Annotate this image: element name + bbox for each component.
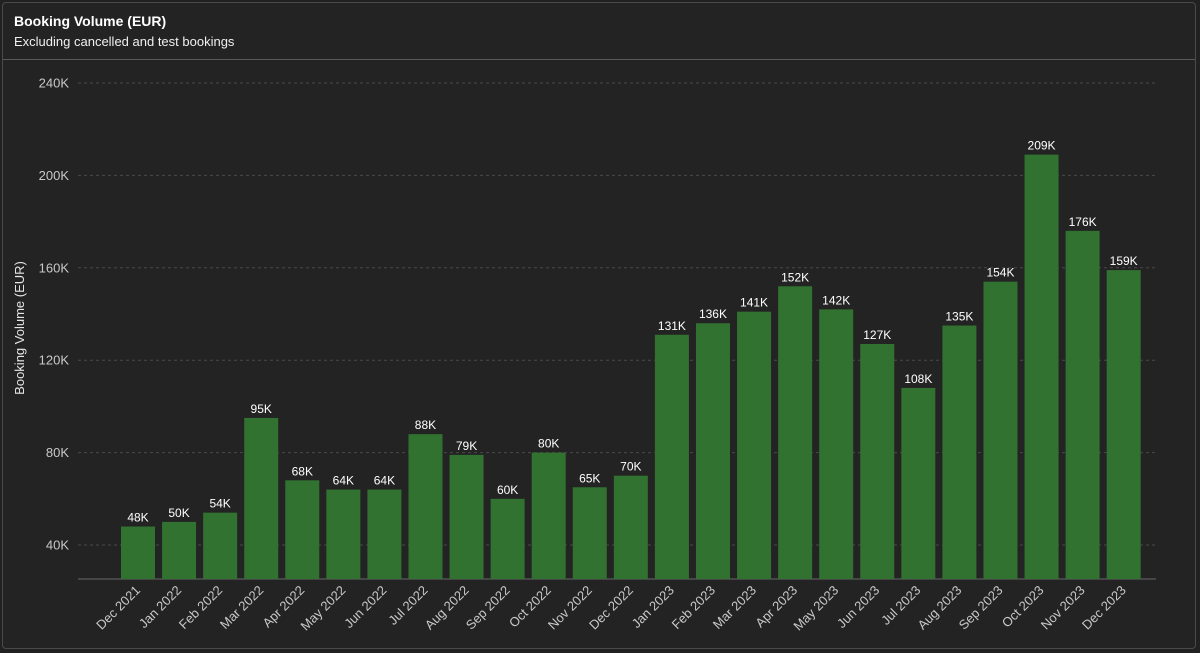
bar — [819, 309, 854, 579]
chart-subtitle: Excluding cancelled and test bookings — [14, 34, 235, 49]
data-label: 60K — [497, 483, 518, 497]
data-label: 108K — [904, 372, 932, 386]
x-tick-label: Jun 2023 — [834, 583, 882, 631]
bar — [613, 475, 648, 579]
y-tick-label: 240K — [39, 76, 70, 91]
data-label: 48K — [127, 511, 148, 525]
data-label: 127K — [863, 328, 891, 342]
y-tick-label: 200K — [39, 168, 70, 183]
x-tick-label: May 2022 — [297, 583, 348, 634]
chart-title: Booking Volume (EUR) — [14, 13, 167, 29]
data-label: 131K — [658, 319, 686, 333]
x-tick-label: Dec 2022 — [586, 583, 636, 633]
x-tick-label: Mar 2023 — [710, 583, 759, 632]
data-label: 88K — [415, 418, 436, 432]
y-axis-title: Booking Volume (EUR) — [12, 261, 27, 395]
data-label: 70K — [620, 460, 641, 474]
data-label: 209K — [1028, 139, 1056, 153]
bar — [326, 489, 361, 579]
bar — [654, 334, 689, 579]
bars — [121, 154, 1141, 580]
data-label: 64K — [333, 474, 354, 488]
x-tick-label: Jun 2022 — [341, 583, 389, 631]
y-tick-label: 80K — [46, 445, 69, 460]
x-tick-label: Dec 2021 — [93, 583, 143, 633]
y-tick-label: 160K — [39, 260, 70, 275]
y-tick-label: 120K — [39, 353, 70, 368]
x-tick-label: Nov 2023 — [1038, 583, 1088, 633]
bar — [860, 344, 895, 579]
data-label: 176K — [1069, 215, 1097, 229]
x-tick-label: Sep 2022 — [463, 583, 513, 633]
bar — [367, 489, 402, 579]
data-label: 141K — [740, 296, 768, 310]
bar — [285, 480, 320, 579]
bar — [531, 452, 566, 579]
x-tick-label: Aug 2023 — [915, 583, 965, 633]
data-labels: 48K 50K 54K 95K 68K 64K 64K 88K 79K 60K 80K 65K 70K 1… — [127, 139, 1137, 525]
data-label: 136K — [699, 307, 727, 321]
bar — [1024, 154, 1059, 580]
bar — [121, 526, 155, 579]
x-tick-label: Nov 2022 — [545, 583, 595, 633]
bar — [572, 487, 607, 579]
bar — [778, 286, 813, 579]
data-label: 65K — [579, 471, 600, 485]
x-tick-label: Feb 2022 — [176, 583, 225, 632]
data-label: 68K — [292, 464, 313, 478]
data-label: 50K — [168, 506, 189, 520]
bar — [490, 498, 525, 579]
bar — [162, 521, 197, 579]
bar — [1106, 270, 1141, 579]
data-label: 159K — [1110, 254, 1138, 268]
data-label: 79K — [456, 439, 477, 453]
bar — [244, 417, 279, 579]
bar — [901, 387, 936, 579]
data-label: 54K — [209, 497, 230, 511]
data-label: 142K — [822, 293, 850, 307]
bar — [449, 454, 484, 579]
y-tick-label: 40K — [46, 538, 69, 553]
bar — [408, 434, 443, 579]
bar — [1065, 230, 1100, 579]
bar — [737, 311, 772, 579]
data-label: 80K — [538, 437, 559, 451]
x-tick-label: Mar 2022 — [217, 583, 266, 632]
bar — [942, 325, 977, 579]
x-tick-label: Dec 2023 — [1079, 583, 1129, 633]
bar — [983, 281, 1018, 579]
x-tick-label: Sep 2023 — [956, 583, 1006, 633]
data-label: 152K — [781, 270, 809, 284]
data-label: 95K — [251, 402, 272, 416]
bar — [695, 323, 730, 579]
data-label: 64K — [374, 474, 395, 488]
data-label: 135K — [945, 310, 973, 324]
chart-header: Booking Volume (EUR) Excluding cancelled… — [3, 3, 1195, 60]
data-label: 154K — [986, 266, 1014, 280]
x-tick-label: Aug 2022 — [422, 583, 472, 633]
y-axis: 40K 80K 120K 160K 200K 240K — [39, 76, 70, 553]
bar — [203, 512, 238, 579]
x-tick-label: Feb 2023 — [669, 583, 718, 632]
x-tick-label: May 2023 — [790, 583, 841, 634]
